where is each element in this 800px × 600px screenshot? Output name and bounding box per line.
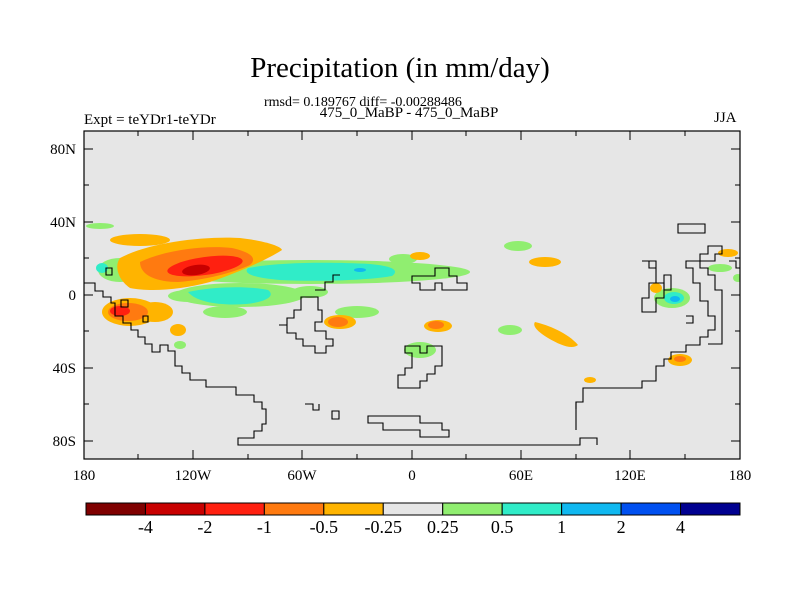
lat-tick-label: 40N: [50, 215, 76, 231]
anomaly-patch: [733, 274, 740, 282]
anomaly-patch: [410, 252, 430, 260]
lon-tick-label: 120W: [175, 468, 213, 484]
anomaly-patch: [389, 254, 417, 264]
lat-tick-label: 40S: [53, 361, 76, 377]
colorbar-label: 1: [557, 517, 566, 537]
colorbar-label: 0.5: [491, 517, 514, 537]
lon-tick-label: 120E: [614, 468, 646, 484]
coastline: [105, 267, 113, 276]
colorbar-label: -1: [257, 517, 272, 537]
colorbar-label: 2: [617, 517, 626, 537]
coastline: [142, 315, 149, 323]
coastline: [575, 245, 723, 430]
anomaly-patch: [246, 262, 396, 281]
colorbar-swatch: [323, 502, 384, 516]
lat-tick-label: 80S: [53, 434, 76, 450]
coastline: [729, 260, 740, 269]
coastline: [120, 299, 129, 308]
anomaly-patch: [650, 283, 662, 293]
experiment-label: Expt = teYDr1-teYDr: [84, 112, 216, 128]
anomaly-patch: [86, 223, 114, 229]
colorbar-swatch: [561, 502, 622, 516]
colorbar-swatch: [501, 502, 563, 516]
colorbar-label: -0.25: [365, 517, 403, 537]
colorbar-label: 4: [676, 517, 685, 537]
lat-tick-label: 0: [69, 288, 77, 304]
lon-tick-label: 0: [408, 468, 416, 484]
anomaly-patch: [110, 234, 170, 246]
anomaly-patch: [504, 241, 532, 251]
colorbar-swatch: [442, 502, 503, 516]
lon-tick-label: 60W: [287, 468, 317, 484]
rmsd-diff-stats: rmsd= 0.189767 diff= -0.00288486: [264, 95, 462, 110]
coastline: [575, 401, 583, 409]
anomaly-patch: [182, 264, 210, 276]
coastline: [677, 223, 706, 234]
anomaly-patch: [529, 257, 561, 267]
coastline: [686, 315, 694, 324]
anomaly-patch: [328, 317, 348, 327]
colorbar-swatch: [620, 502, 682, 516]
coastline: [315, 274, 340, 291]
colorbar-swatch: [144, 502, 206, 516]
lat-tick-label: 80N: [50, 142, 76, 158]
colorbar-swatch: [85, 502, 146, 516]
experiment-subtitle: 475_0_MaBP - 475_0_MaBP: [319, 105, 499, 121]
anomaly-patch: [670, 296, 680, 302]
anomaly-patch: [335, 306, 379, 318]
coastline: [331, 410, 340, 420]
coastline: [84, 282, 598, 446]
map-title: Precipitation (in mm/day): [250, 52, 550, 84]
colorbar-label: -2: [197, 517, 212, 537]
coastline: [305, 403, 320, 411]
coastline: [367, 415, 450, 438]
colorbar-swatch: [382, 502, 444, 516]
lat-axis: [84, 148, 740, 442]
coastline: [641, 260, 665, 313]
anomaly-patch: [674, 356, 686, 362]
colorbar-swatch: [680, 502, 741, 516]
anomaly-patch: [534, 322, 578, 348]
anomaly-patch: [137, 302, 173, 322]
colorbar-swatch: [263, 502, 325, 516]
anomaly-patch: [174, 341, 186, 349]
anomaly-patch: [428, 321, 444, 329]
anomaly-patch: [188, 287, 271, 305]
lon-tick-label: 180: [729, 468, 752, 484]
lon-tick-label: 180: [73, 468, 96, 484]
lon-axis: [137, 131, 686, 459]
colorbar-label: -0.5: [310, 517, 339, 537]
anomaly-patch: [354, 268, 366, 272]
coastline: [663, 274, 672, 291]
coastline: [279, 296, 334, 354]
colorbar-label: 0.25: [427, 517, 459, 537]
colorbar-label: -4: [138, 517, 153, 537]
colorbar-swatch: [204, 502, 265, 516]
anomaly-patch: [170, 324, 186, 336]
anomaly-patch: [718, 249, 738, 257]
anomaly-patch: [96, 263, 108, 273]
coastline: [397, 345, 443, 389]
coastline: [411, 267, 468, 291]
anomaly-patch: [498, 325, 522, 335]
anomaly-patch: [708, 264, 732, 272]
colorbar: -4 -2 -1 -0.5 -0.25 0.25 0.5 1 2 4: [85, 502, 741, 537]
season-label: JJA: [714, 110, 737, 126]
lon-tick-label: 60E: [509, 468, 533, 484]
coastline-outlines: [84, 223, 740, 446]
anomaly-patch: [203, 306, 247, 318]
anomaly-patch: [584, 377, 596, 383]
